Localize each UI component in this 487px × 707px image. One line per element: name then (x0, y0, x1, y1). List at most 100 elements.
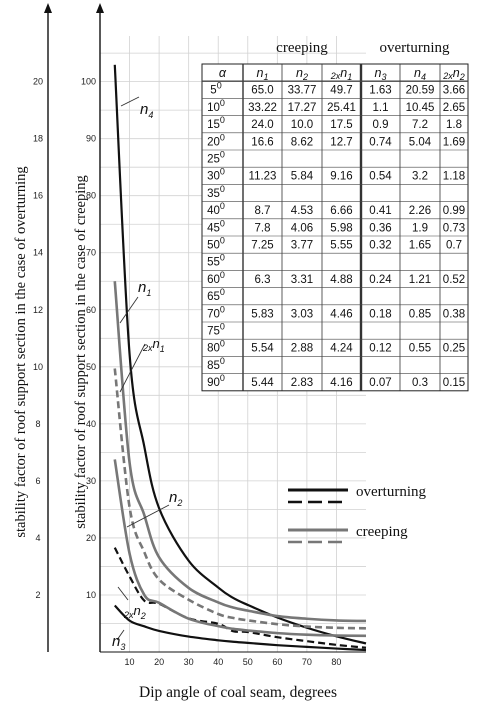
series-line-n1 (113, 281, 367, 623)
x-tick-label: 80 (331, 657, 341, 667)
table-cell-angle: 600 (207, 270, 225, 286)
legend-label: overturning (356, 484, 426, 500)
table-cell: 0.24 (369, 274, 392, 286)
inner-y-ticks: 10 20 30 40 50 60 70 80 90 100 (81, 77, 96, 600)
inner-y-tick-label: 70 (86, 248, 96, 258)
table-cell: 8.7 (255, 205, 271, 217)
outer-y-tick-label: 10 (33, 362, 43, 372)
inner-y-tick-label: 30 (86, 476, 96, 486)
table-cell: 0.41 (369, 205, 391, 217)
table-cell: 4.06 (291, 222, 313, 234)
x-tick-label: 60 (272, 657, 282, 667)
table-cell: 0.32 (369, 240, 391, 252)
x-axis-title: Dip angle of coal seam, degrees (139, 684, 337, 701)
table-cell-angle: 350 (207, 184, 225, 200)
table-cell: 2.26 (409, 205, 431, 217)
table-cell: 5.55 (330, 240, 352, 252)
x-tick-label: 50 (243, 657, 253, 667)
table-cell: 0.54 (369, 171, 392, 183)
table-cell: 8.62 (291, 136, 313, 148)
table-cell: 6.3 (255, 274, 271, 286)
table-cell: 7.25 (251, 240, 273, 252)
table-cell-angle: 450 (207, 218, 225, 234)
table-cell: 1.1 (373, 102, 389, 114)
table-cell: 25.41 (327, 102, 356, 114)
table-col-header: 2xn1 (330, 66, 352, 82)
table-cell-angle: 500 (207, 236, 225, 252)
table-cell: 5.44 (251, 377, 274, 389)
table-cell: 10.0 (291, 119, 313, 131)
table-cell: 17.5 (330, 119, 352, 131)
table-col-header: n2 (296, 66, 308, 82)
table-cell: 5.98 (330, 222, 352, 234)
table-cell-angle: 200 (207, 132, 225, 148)
table-cell: 0.25 (443, 343, 465, 355)
outer-y-tick-label: 6 (35, 476, 40, 486)
table-cell: 1.9 (412, 222, 428, 234)
table-cell: 1.8 (446, 119, 462, 131)
table-cell: 0.9 (373, 119, 389, 131)
table-cell: 4.88 (330, 274, 352, 286)
table-cell: 0.38 (443, 308, 465, 320)
table-cell: 0.07 (369, 377, 391, 389)
curve-label-leader (119, 296, 139, 324)
table-col-header: n4 (414, 66, 426, 82)
table-cell: 0.12 (369, 343, 391, 355)
outer-y-axis-title: stability factor of roof support section… (13, 166, 29, 537)
outer-y-tick-label: 4 (35, 533, 40, 543)
table-cell-angle: 50 (210, 81, 221, 97)
inner-y-tick-label: 80 (86, 191, 96, 201)
table-cell: 1.18 (443, 171, 465, 183)
table-cell-angle: 650 (207, 287, 225, 303)
table-cell: 33.22 (248, 102, 277, 114)
legend-label: creeping (356, 524, 408, 540)
curve-label-leader (117, 586, 129, 601)
table-cell: 20.59 (406, 85, 435, 97)
inner-y-tick-label: 10 (86, 590, 96, 600)
curve-label-n2: n2 (169, 489, 182, 508)
table-cell: 2.88 (291, 343, 313, 355)
table-cell-angle: 150 (207, 115, 225, 131)
table-cell: 5.54 (251, 343, 274, 355)
table-cell: 12.7 (330, 136, 352, 148)
table-cell-angle: 100 (207, 98, 225, 114)
table-cell: 0.18 (369, 308, 391, 320)
x-tick-label: 40 (213, 657, 223, 667)
table-cell: 0.73 (443, 222, 465, 234)
table-cell: 33.77 (288, 85, 317, 97)
curve-label-leader (119, 343, 146, 393)
table-cell: 0.55 (409, 343, 431, 355)
table-cell: 1.69 (443, 136, 465, 148)
table-cell: 3.66 (443, 85, 465, 97)
table-cell: 1.21 (409, 274, 431, 286)
table-cell: 7.8 (255, 222, 271, 234)
legend: overturning creeping (288, 484, 426, 544)
table-cell-angle: 250 (207, 150, 225, 166)
outer-y-tick-label: 2 (35, 590, 40, 600)
curve-label-n4: n4 (140, 101, 153, 120)
series-line-n2 (113, 459, 367, 638)
table-cell-angle: 750 (207, 322, 225, 338)
table-cell: 3.2 (412, 171, 428, 183)
table-cell: 9.16 (330, 171, 352, 183)
table-cell-angle: 300 (207, 167, 225, 183)
curve-label-n1x2: 2xn1 (142, 336, 165, 354)
table-cell: 0.7 (446, 240, 462, 252)
table-cell: 10.45 (406, 102, 435, 114)
curve-label-n3: n3 (112, 633, 125, 652)
series-line-n3 (113, 604, 367, 652)
table-cell: 24.0 (251, 119, 273, 131)
table-cell: 0.15 (443, 377, 465, 389)
table-cell: 5.04 (409, 136, 432, 148)
table-group-header: overturning (380, 40, 450, 56)
outer-y-tick-label: 12 (33, 305, 43, 315)
inner-y-tick-label: 40 (86, 419, 96, 429)
table-cell: 11.23 (249, 171, 277, 183)
curve-label-leader (120, 96, 140, 107)
table-cell: 4.16 (330, 377, 352, 389)
outer-y-tick-label: 16 (33, 191, 43, 201)
outer-y-tick-label: 8 (35, 419, 40, 429)
table-cell: 17.27 (288, 102, 317, 114)
table-cell: 3.03 (291, 308, 313, 320)
table-cell: 1.65 (409, 240, 431, 252)
